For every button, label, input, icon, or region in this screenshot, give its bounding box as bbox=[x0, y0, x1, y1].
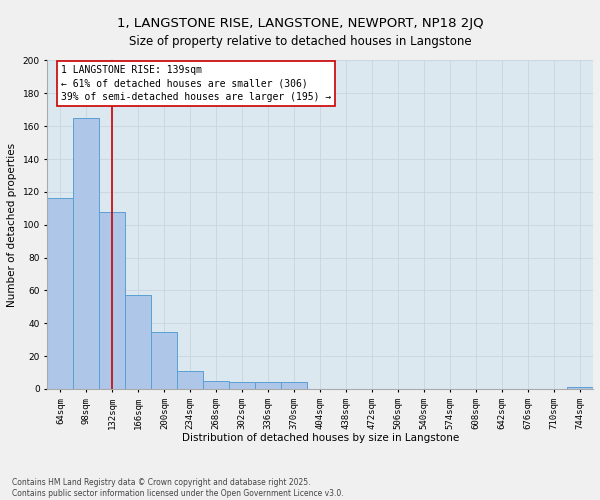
Text: 1 LANGSTONE RISE: 139sqm
← 61% of detached houses are smaller (306)
39% of semi-: 1 LANGSTONE RISE: 139sqm ← 61% of detach… bbox=[61, 66, 331, 102]
Text: Contains HM Land Registry data © Crown copyright and database right 2025.
Contai: Contains HM Land Registry data © Crown c… bbox=[12, 478, 344, 498]
Bar bbox=[281, 382, 307, 389]
Bar bbox=[255, 382, 281, 389]
X-axis label: Distribution of detached houses by size in Langstone: Distribution of detached houses by size … bbox=[182, 433, 459, 443]
Y-axis label: Number of detached properties: Number of detached properties bbox=[7, 142, 17, 307]
Bar bbox=[73, 118, 100, 389]
Bar bbox=[203, 381, 229, 389]
Text: 1, LANGSTONE RISE, LANGSTONE, NEWPORT, NP18 2JQ: 1, LANGSTONE RISE, LANGSTONE, NEWPORT, N… bbox=[116, 18, 484, 30]
Bar bbox=[151, 332, 178, 389]
Text: Size of property relative to detached houses in Langstone: Size of property relative to detached ho… bbox=[128, 35, 472, 48]
Bar bbox=[567, 388, 593, 389]
Bar bbox=[100, 212, 125, 389]
Bar bbox=[125, 296, 151, 389]
Bar bbox=[229, 382, 255, 389]
Bar bbox=[178, 371, 203, 389]
Bar bbox=[47, 198, 73, 389]
